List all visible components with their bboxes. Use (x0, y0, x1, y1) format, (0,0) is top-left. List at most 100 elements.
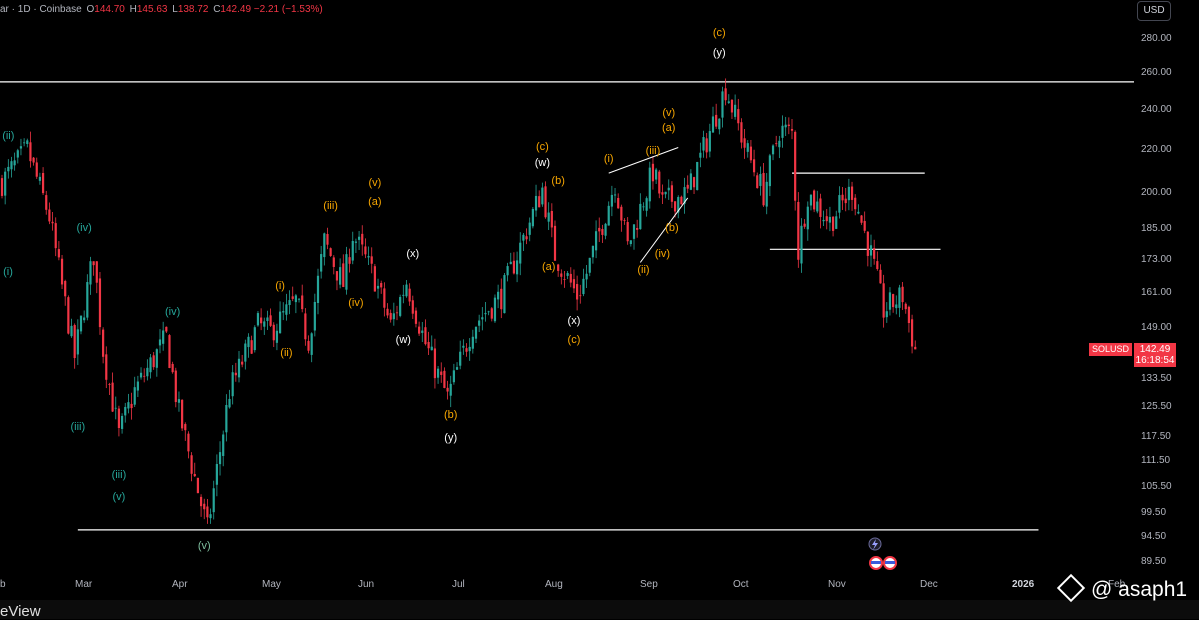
candle-body (515, 260, 519, 275)
candle-body (304, 313, 307, 340)
candle-body (664, 191, 667, 195)
candle-body (806, 206, 809, 230)
wave-label: (v) (112, 490, 126, 503)
event-markers[interactable] (868, 537, 897, 570)
candle-body (23, 142, 26, 144)
candle-body (585, 273, 588, 280)
candle-body (329, 248, 332, 256)
trend-line-1[interactable] (639, 197, 689, 263)
candle-body (550, 211, 553, 228)
candle-body (863, 220, 866, 231)
candle-body (291, 296, 294, 299)
wave-label: (w) (395, 333, 411, 346)
candle-body (247, 336, 250, 348)
candle-body (547, 212, 550, 222)
time-tick: May (262, 579, 281, 590)
price-tick: 260.00 (1141, 66, 1172, 78)
price-tick: 105.50 (1141, 480, 1172, 492)
candle-body (57, 249, 60, 258)
candle-body (683, 187, 686, 204)
candle-body (724, 88, 727, 101)
candle-body (272, 324, 275, 341)
candle-body (910, 319, 914, 347)
candle-body (594, 231, 598, 251)
candle-body (901, 286, 904, 303)
candle-body (749, 146, 753, 161)
candle-body (421, 330, 424, 333)
candle-body (19, 146, 23, 149)
candle-body (503, 275, 506, 314)
candle-body (41, 173, 45, 194)
candle-body (282, 311, 285, 313)
candle-body (588, 257, 591, 273)
watermark: @ asaph1 (1056, 573, 1187, 603)
low-label: L (172, 4, 178, 15)
candle-body (320, 254, 323, 272)
tradingview-logo[interactable]: eView (0, 603, 41, 620)
candle-body (237, 358, 241, 378)
candle-body (519, 242, 522, 264)
price-tick: 240.00 (1141, 103, 1172, 115)
candle-body (199, 496, 203, 507)
candle-body (95, 261, 98, 283)
candle-body (408, 288, 411, 302)
candle-body (497, 291, 500, 300)
trend-line-0[interactable] (608, 147, 679, 174)
candle-body (822, 219, 825, 222)
candle-body (395, 312, 399, 314)
candle-body (746, 143, 749, 152)
candle-body (696, 161, 699, 191)
candle-body (120, 415, 124, 429)
price-tick: 111.50 (1141, 455, 1171, 467)
candle-body (613, 194, 617, 196)
time-tick: Jun (358, 579, 375, 590)
candle-body (768, 155, 771, 187)
candle-body (471, 336, 474, 349)
candle-body (310, 333, 313, 355)
currency-button[interactable]: USD (1137, 1, 1171, 21)
candle-body (392, 313, 395, 320)
candle-body (781, 125, 784, 138)
candle-body (266, 317, 269, 321)
wave-label: (b) (665, 222, 679, 235)
candle-body (162, 330, 165, 344)
flag-stripe (885, 561, 895, 564)
candle-body (196, 477, 200, 494)
candle-body (813, 190, 816, 210)
candle-body (124, 406, 127, 416)
candle-body (645, 198, 648, 211)
candle-body (699, 152, 702, 158)
candle-body (778, 140, 781, 148)
candle-body (345, 254, 348, 290)
time-tick: 2026 (1012, 579, 1035, 590)
candle-body (844, 198, 847, 204)
candle-body (689, 173, 692, 190)
wave-label: (y) (712, 46, 726, 59)
candle-body (655, 169, 658, 180)
candle-body (591, 245, 595, 258)
candle-body (48, 209, 51, 222)
candle-body (414, 310, 418, 324)
candle-body (892, 294, 895, 308)
wave-label: (iii) (111, 468, 127, 481)
wave-label: (x) (406, 247, 420, 260)
candle-body (506, 266, 509, 276)
candle-body (876, 261, 879, 270)
candle-body (411, 300, 414, 314)
candle-body (143, 375, 146, 377)
candle-body (418, 326, 421, 334)
low-value: 138.72 (177, 4, 209, 15)
candle-body (847, 186, 850, 201)
trend-lines[interactable] (608, 147, 689, 263)
candle-body (108, 384, 111, 385)
candle-body (51, 221, 54, 224)
flag-stripe (871, 561, 881, 564)
candle-body (459, 351, 462, 366)
close-label: C (213, 4, 221, 15)
candle-body (26, 140, 29, 144)
candle-body (206, 506, 209, 518)
high-value: 145.63 (136, 4, 168, 15)
candle-body (576, 284, 579, 300)
candle-body (623, 219, 626, 221)
